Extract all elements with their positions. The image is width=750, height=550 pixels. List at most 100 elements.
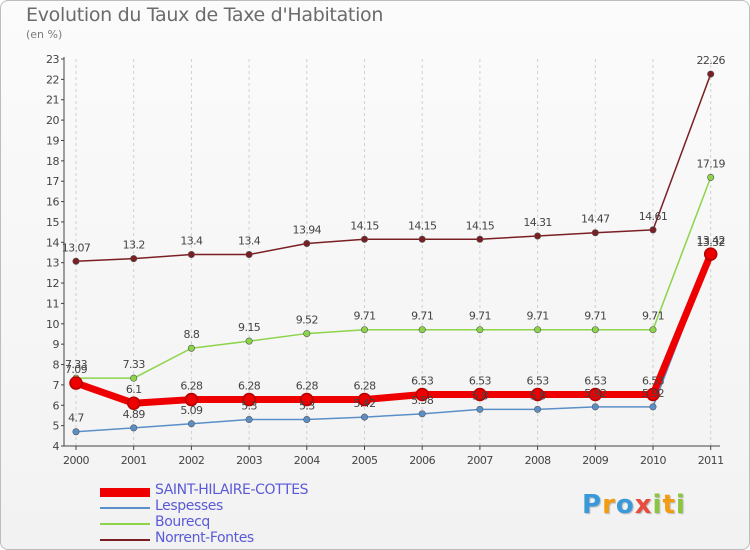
y-tick-label: 19 (46, 134, 59, 147)
data-point (360, 326, 368, 334)
data-point (360, 413, 368, 421)
logo-letter: x (634, 490, 653, 520)
data-label: 6.1 (126, 383, 142, 396)
data-label: 9.71 (527, 310, 549, 323)
data-label: 13.42 (696, 234, 725, 247)
data-point (591, 326, 599, 334)
legend-label: Norrent-Fontes (155, 530, 254, 546)
data-point (646, 387, 660, 402)
x-tick-label: 2007 (467, 454, 493, 467)
data-label: 5.42 (353, 397, 375, 410)
data-label: 13.4 (180, 235, 203, 248)
legend-swatch (100, 539, 150, 541)
data-point (703, 247, 718, 261)
data-point (187, 344, 195, 352)
data-point (360, 235, 368, 243)
y-tick-label: 10 (46, 318, 59, 331)
data-point (707, 70, 715, 78)
y-tick-label: 8 (53, 359, 60, 372)
logo-letter: P (582, 490, 603, 520)
x-tick-label: 2011 (698, 454, 724, 467)
logo-letter: t (662, 490, 676, 520)
y-tick-label: 13 (46, 257, 59, 270)
data-label: 9.52 (296, 314, 318, 327)
data-label: 14.15 (466, 219, 495, 232)
y-tick-label: 5 (53, 420, 60, 433)
x-tick-label: 2003 (236, 454, 262, 467)
y-tick-label: 14 (46, 236, 59, 249)
logo-letter: i (675, 490, 686, 520)
data-label: 14.61 (639, 210, 668, 223)
series-line (76, 177, 712, 379)
y-tick-label: 18 (46, 155, 59, 168)
legend-swatch (100, 507, 150, 509)
data-label: 6.53 (584, 374, 607, 387)
data-point (72, 257, 80, 265)
data-label: 5.92 (584, 387, 606, 400)
data-point (69, 376, 83, 390)
data-point (187, 420, 195, 428)
legend-label: Bourecq (155, 514, 210, 530)
y-tick-label: 21 (46, 94, 59, 107)
data-point (187, 251, 195, 259)
data-point (473, 387, 487, 402)
y-tick-label: 7 (53, 379, 60, 392)
data-point (649, 403, 657, 411)
data-point (591, 403, 599, 411)
logo-letter: r (602, 490, 616, 520)
data-point (476, 405, 484, 413)
data-point (242, 392, 256, 407)
y-tick-label: 16 (46, 196, 59, 209)
y-tick-label: 23 (46, 53, 59, 66)
data-point (130, 374, 138, 382)
x-tick-label: 2005 (352, 454, 378, 467)
data-label: 8.8 (184, 328, 200, 341)
data-label: 9.15 (238, 321, 261, 334)
data-point (530, 387, 545, 402)
data-label: 22.26 (696, 54, 725, 67)
y-tick-label: 11 (46, 297, 59, 310)
data-label: 9.71 (353, 310, 375, 323)
data-point (245, 251, 253, 259)
y-tick-label: 15 (46, 216, 59, 229)
data-label: 5.3 (241, 400, 257, 413)
y-tick-label: 6 (53, 399, 60, 412)
data-point (588, 387, 603, 402)
data-label: 6.28 (296, 380, 319, 393)
data-label: 5.92 (642, 387, 664, 400)
x-tick-label: 2002 (178, 454, 204, 467)
logo-letter: o (615, 490, 635, 520)
data-label: 13.4 (238, 235, 261, 248)
data-label: 5.3 (299, 400, 315, 413)
data-point (476, 326, 484, 334)
data-point (126, 396, 141, 410)
data-label: 6.53 (411, 374, 434, 387)
legend-item: Lespesses (100, 498, 400, 516)
data-label: 14.15 (408, 219, 437, 232)
y-tick-label: 12 (46, 277, 59, 290)
data-label: 13.07 (62, 241, 91, 254)
y-tick-label: 17 (46, 175, 59, 188)
data-label: 13.94 (293, 224, 322, 237)
chart-subtitle: (en %) (26, 28, 63, 41)
data-point (245, 337, 253, 345)
data-label: 5.8 (530, 389, 546, 402)
data-label: 7.09 (65, 363, 88, 376)
x-tick-label: 2006 (409, 454, 435, 467)
data-label: 13.2 (123, 239, 145, 252)
data-point (245, 416, 253, 424)
data-label: 5.8 (472, 389, 488, 402)
x-tick-label: 2000 (63, 454, 89, 467)
data-label: 6.53 (642, 374, 665, 387)
data-point (534, 326, 542, 334)
data-label: 4.89 (123, 408, 146, 421)
data-point (184, 392, 199, 407)
data-label: 6.28 (180, 380, 203, 393)
y-tick-label: 20 (46, 114, 59, 127)
x-tick-label: 2004 (294, 454, 320, 467)
x-tick-label: 2008 (525, 454, 551, 467)
data-label: 9.71 (584, 310, 606, 323)
data-label: 6.53 (527, 374, 550, 387)
data-label: 5.58 (411, 394, 434, 407)
data-point (303, 330, 311, 338)
